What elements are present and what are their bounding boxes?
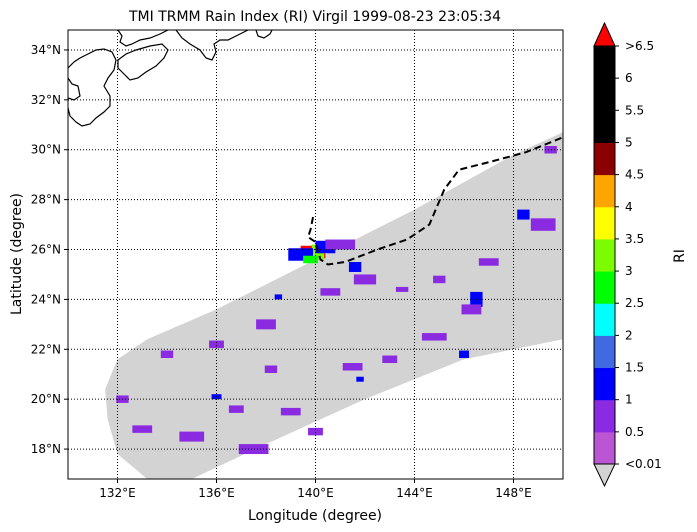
rain-cell	[348, 261, 362, 272]
colorbar-segment	[594, 110, 615, 143]
colorbar-tick-label: 1	[625, 393, 633, 407]
colorbar-segment	[594, 367, 615, 401]
rain-cell	[325, 239, 356, 250]
colorbar-segment	[594, 335, 615, 369]
y-axis-label: Latitude (degree)	[9, 193, 25, 315]
y-tick-label: 18°N	[31, 442, 61, 456]
colorbar-segment	[594, 46, 615, 79]
colorbar-tick-label: 4	[625, 200, 633, 214]
y-tick-label: 20°N	[31, 392, 61, 406]
rain-cell	[433, 275, 446, 284]
colorbar-extend-under	[593, 463, 616, 488]
colorbar-tick-label: 5.5	[625, 103, 644, 117]
colorbar: <0.01 0.5 1 1.5 2 2.5 3 3.5 4 4.5 5 5.5 6 >6.5	[593, 21, 662, 488]
rain-cell	[478, 258, 499, 266]
x-tick-label: 144°E	[396, 486, 433, 500]
rain-cell	[356, 376, 364, 382]
y-tick-label: 28°N	[31, 193, 61, 207]
colorbar-tick-label: 3.5	[625, 232, 644, 246]
rain-cell	[320, 288, 341, 296]
rain-cell	[274, 294, 283, 300]
x-axis-ticks: 132°E 136°E 140°E 144°E 148°E	[99, 479, 532, 500]
rain-cell	[228, 405, 244, 413]
colorbar-extend-over	[593, 21, 616, 47]
y-tick-label: 32°N	[31, 93, 61, 107]
colorbar-tick-label: 0.5	[625, 425, 644, 439]
colorbar-segment	[594, 431, 615, 465]
x-tick-label: 140°E	[297, 486, 334, 500]
rain-cell	[280, 407, 301, 416]
y-tick-label: 22°N	[31, 342, 61, 356]
rain-cell	[342, 363, 363, 371]
rain-cell	[459, 350, 469, 359]
rain-cell	[530, 218, 556, 231]
map-axes: 132°E 136°E 140°E 144°E 148°E 18°N 20°N 22°N 24…	[31, 29, 564, 500]
rain-cell	[395, 286, 409, 292]
colorbar-tick-label: 4.5	[625, 168, 644, 182]
rain-cell	[517, 209, 530, 220]
rain-cell	[382, 355, 398, 364]
colorbar-segment	[594, 142, 615, 176]
rain-cell	[308, 427, 323, 436]
colorbar-tick-label: 5	[625, 135, 633, 149]
rain-cell	[160, 350, 174, 359]
rain-cell	[256, 319, 276, 330]
y-axis-ticks: 18°N 20°N 22°N 24°N 26°N 28°N 30°N 32°N 34°N	[31, 43, 68, 456]
colorbar-segment	[594, 271, 615, 304]
x-tick-label: 132°E	[99, 486, 136, 500]
y-tick-label: 30°N	[31, 143, 61, 157]
colorbar-segment	[594, 303, 615, 336]
colorbar-segment	[594, 174, 615, 208]
storm-track	[306, 136, 563, 266]
coastline-japan	[68, 30, 273, 127]
coastline-shikoku-kyushu	[68, 48, 117, 127]
coastline-kyushu-west	[68, 77, 81, 101]
rain-cell	[303, 255, 318, 264]
colorbar-tick-label: 1.5	[625, 361, 644, 375]
chart-title: TMI TRMM Rain Index (RI) Virgil 1999-08-…	[128, 9, 501, 25]
colorbar-tick-label: <0.01	[625, 457, 662, 471]
colorbar-tick-label: 3	[625, 264, 633, 278]
coastline-shikoku	[117, 43, 169, 81]
rain-cell	[421, 333, 447, 341]
colorbar-tick-label: 2.5	[625, 296, 644, 310]
rain-cell	[264, 365, 278, 373]
colorbar-segment	[594, 78, 615, 111]
y-tick-label: 34°N	[31, 43, 61, 57]
colorbar-tick-label: >6.5	[625, 39, 654, 53]
colorbar-segment	[594, 399, 615, 433]
tmi-swath	[105, 132, 563, 479]
rain-cell	[238, 444, 269, 455]
rain-cell	[132, 425, 153, 433]
coastline-honshu	[117, 30, 169, 47]
rain-cell	[353, 274, 377, 285]
rain-cell	[461, 304, 482, 315]
colorbar-segment	[594, 238, 615, 272]
colorbar-tick-label: 6	[625, 71, 633, 85]
colorbar-tick-label: 2	[625, 328, 633, 342]
rain-cell	[544, 145, 557, 154]
x-tick-label: 136°E	[198, 486, 235, 500]
y-tick-label: 26°N	[31, 243, 61, 257]
y-tick-label: 24°N	[31, 292, 61, 306]
coastline-izu	[255, 30, 273, 39]
rain-cell	[179, 431, 205, 442]
colorbar-label: RI	[672, 249, 688, 263]
colorbar-segment	[594, 206, 615, 240]
rain-cell	[209, 340, 224, 349]
x-axis-label: Longitude (degree)	[248, 508, 382, 524]
colorbar-frame	[593, 45, 616, 465]
x-tick-label: 148°E	[495, 486, 532, 500]
